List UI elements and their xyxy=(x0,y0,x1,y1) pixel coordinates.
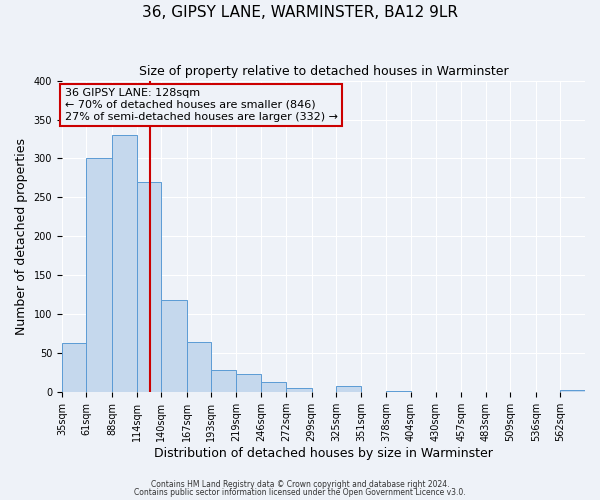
Y-axis label: Number of detached properties: Number of detached properties xyxy=(15,138,28,335)
Bar xyxy=(560,390,585,392)
Bar xyxy=(112,135,137,392)
Text: Contains HM Land Registry data © Crown copyright and database right 2024.: Contains HM Land Registry data © Crown c… xyxy=(151,480,449,489)
Text: 36 GIPSY LANE: 128sqm
← 70% of detached houses are smaller (846)
27% of semi-det: 36 GIPSY LANE: 128sqm ← 70% of detached … xyxy=(65,88,338,122)
Bar xyxy=(62,343,86,392)
X-axis label: Distribution of detached houses by size in Warminster: Distribution of detached houses by size … xyxy=(154,447,493,460)
Text: Contains public sector information licensed under the Open Government Licence v3: Contains public sector information licen… xyxy=(134,488,466,497)
Title: Size of property relative to detached houses in Warminster: Size of property relative to detached ho… xyxy=(139,65,508,78)
Bar xyxy=(236,374,262,392)
Bar xyxy=(86,158,112,392)
Bar xyxy=(137,182,161,392)
Bar xyxy=(336,386,361,392)
Bar xyxy=(262,382,286,392)
Text: 36, GIPSY LANE, WARMINSTER, BA12 9LR: 36, GIPSY LANE, WARMINSTER, BA12 9LR xyxy=(142,5,458,20)
Bar xyxy=(187,342,211,392)
Bar xyxy=(286,388,311,392)
Bar xyxy=(161,300,187,392)
Bar xyxy=(211,370,236,392)
